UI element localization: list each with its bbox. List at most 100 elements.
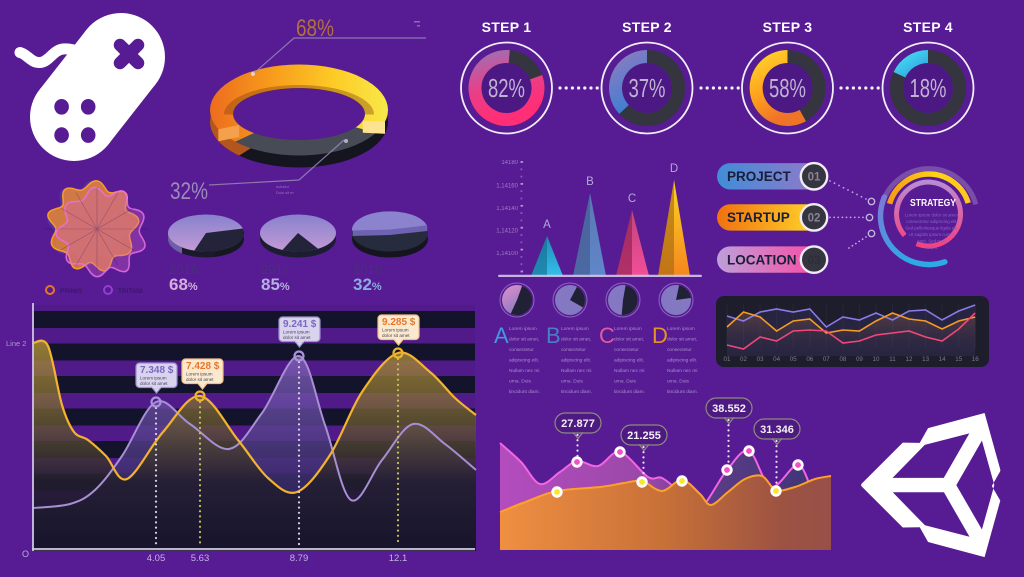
svg-text:TRITANI: TRITANI — [118, 288, 143, 295]
svg-text:adipiscing elit.: adipiscing elit. — [667, 358, 697, 364]
svg-text:Lorem ipsum: Lorem ipsum — [614, 326, 642, 332]
svg-text:urna. Duis: urna. Duis — [667, 379, 689, 385]
svg-text:consectetur adipiscing elit.: consectetur adipiscing elit. — [906, 219, 958, 224]
svg-text:B: B — [546, 323, 561, 348]
svg-text:Nullam nec mi: Nullam nec mi — [561, 368, 591, 374]
svg-text:31.346: 31.346 — [760, 424, 794, 436]
svg-text:7.348 $: 7.348 $ — [140, 365, 174, 376]
svg-text:04: 04 — [773, 356, 780, 363]
svg-text:urna. Duis: urna. Duis — [561, 379, 583, 385]
svg-text:03: 03 — [808, 255, 821, 267]
svg-text:8.79: 8.79 — [290, 553, 309, 564]
svg-text:13: 13 — [922, 356, 929, 363]
svg-text:02: 02 — [740, 356, 747, 363]
svg-text:STARTUP: STARTUP — [727, 210, 790, 225]
svg-text:5.63: 5.63 — [191, 553, 210, 564]
svg-text:08: 08 — [839, 356, 846, 363]
svg-text:adipiscing elit.: adipiscing elit. — [614, 358, 644, 364]
svg-text:15: 15 — [955, 356, 962, 363]
svg-text:37%: 37% — [629, 73, 666, 103]
svg-text:Lorem ipsum: Lorem ipsum — [561, 326, 589, 332]
svg-text:dolor sit amet,: dolor sit amet, — [667, 337, 697, 343]
svg-text:9.241 $: 9.241 $ — [283, 319, 317, 330]
svg-text:STEP 2: STEP 2 — [622, 19, 672, 35]
svg-text:12: 12 — [906, 356, 913, 363]
svg-text:05: 05 — [790, 356, 797, 363]
svg-text:eget. Sed nunc: eget. Sed nunc — [917, 239, 947, 244]
svg-text:consectetur: consectetur — [561, 347, 586, 353]
svg-text:Nullam nec mi: Nullam nec mi — [509, 368, 539, 374]
svg-text:C: C — [599, 323, 615, 348]
svg-text:adipiscing elit.: adipiscing elit. — [509, 358, 539, 364]
svg-text:32%: 32% — [170, 178, 208, 205]
svg-text:dolor sit amet,: dolor sit amet, — [614, 337, 644, 343]
svg-text:Nullam nec mi: Nullam nec mi — [614, 368, 644, 374]
svg-text:PROJECT: PROJECT — [727, 169, 792, 184]
svg-text:D: D — [670, 163, 678, 175]
svg-text:Ut sagittis ipsum cursus: Ut sagittis ipsum cursus — [909, 232, 956, 237]
svg-text:A: A — [543, 219, 551, 231]
svg-text:dolor sit amet,: dolor sit amet, — [561, 337, 591, 343]
svg-text:STRATEGY: STRATEGY — [910, 197, 956, 209]
svg-text:urna. Duis: urna. Duis — [614, 379, 636, 385]
svg-text:tincidunt diam.: tincidunt diam. — [509, 389, 540, 395]
svg-text:82%: 82% — [488, 73, 525, 103]
svg-text:Lorem ipsum: Lorem ipsum — [140, 376, 167, 381]
svg-text:Lorem ipsum: Lorem ipsum — [283, 330, 310, 335]
svg-text:11: 11 — [889, 356, 896, 363]
svg-text:01: 01 — [808, 172, 821, 184]
svg-text:7.428 $: 7.428 $ — [186, 361, 220, 372]
svg-text:consectetur: consectetur — [614, 347, 639, 353]
svg-text:Sed pellentesque ligula elit.: Sed pellentesque ligula elit. — [905, 226, 958, 231]
svg-text:27.877: 27.877 — [561, 418, 595, 430]
svg-text:urna. Duis: urna. Duis — [509, 379, 531, 385]
svg-text:LOCATION: LOCATION — [727, 252, 797, 267]
svg-text:1,14160: 1,14160 — [496, 184, 518, 190]
svg-text:2017: 2017 — [261, 262, 290, 277]
svg-text:D: D — [652, 323, 668, 348]
svg-text:dolor sit amet: dolor sit amet — [382, 333, 410, 338]
svg-text:Lorem ipsum: Lorem ipsum — [186, 372, 213, 377]
svg-text:STEP 3: STEP 3 — [763, 19, 813, 35]
svg-text:adipiscing elit.: adipiscing elit. — [561, 358, 591, 364]
svg-text:Line 2: Line 2 — [6, 339, 26, 348]
svg-text:Lorem ipsum: Lorem ipsum — [509, 326, 537, 332]
svg-text:12.1: 12.1 — [389, 553, 408, 564]
svg-text:A: A — [494, 323, 509, 348]
svg-text:lorem.: lorem. — [926, 245, 938, 250]
svg-text:Duis sit er: Duis sit er — [276, 190, 294, 195]
svg-text:Nullam nec mi: Nullam nec mi — [667, 368, 697, 374]
svg-text:schafur: schafur — [276, 184, 290, 189]
svg-text:consectetur: consectetur — [667, 347, 692, 353]
svg-text:Lorem ipsum: Lorem ipsum — [667, 326, 695, 332]
svg-text:1,14100: 1,14100 — [496, 251, 518, 257]
svg-text:07: 07 — [823, 356, 830, 363]
svg-text:Lorem ipsum dolor sit amet,: Lorem ipsum dolor sit amet, — [905, 213, 959, 218]
svg-text:tincidunt diam.: tincidunt diam. — [667, 389, 698, 395]
svg-text:9.285 $: 9.285 $ — [382, 317, 416, 328]
svg-text:tincidunt diam.: tincidunt diam. — [561, 389, 592, 395]
svg-text:4.05: 4.05 — [147, 553, 166, 564]
svg-text:B: B — [586, 176, 594, 188]
svg-text:dolor sit amet: dolor sit amet — [186, 377, 214, 382]
svg-text:C: C — [628, 193, 636, 205]
svg-text:tincidunt diam.: tincidunt diam. — [614, 389, 645, 395]
svg-text:Lorem ipsum: Lorem ipsum — [382, 328, 409, 333]
svg-text:06: 06 — [806, 356, 813, 363]
svg-text:dolor sit amet: dolor sit amet — [140, 381, 168, 386]
svg-text:16: 16 — [972, 356, 979, 363]
svg-text:01: 01 — [724, 356, 731, 363]
svg-text:2016: 2016 — [169, 262, 198, 277]
svg-text:STEP 4: STEP 4 — [903, 19, 953, 35]
svg-text:10: 10 — [873, 356, 880, 363]
svg-text:O: O — [22, 549, 29, 559]
svg-text:02: 02 — [808, 213, 821, 225]
svg-text:14: 14 — [939, 356, 946, 363]
svg-text:PRIMIS: PRIMIS — [60, 288, 83, 295]
svg-text:dolor sit amet: dolor sit amet — [283, 335, 311, 340]
svg-text:03: 03 — [757, 356, 764, 363]
svg-text:consectetur: consectetur — [509, 347, 534, 353]
svg-text:2018: 2018 — [353, 262, 382, 277]
svg-text:1,14140: 1,14140 — [496, 206, 518, 212]
svg-text:14180: 14180 — [501, 160, 518, 166]
